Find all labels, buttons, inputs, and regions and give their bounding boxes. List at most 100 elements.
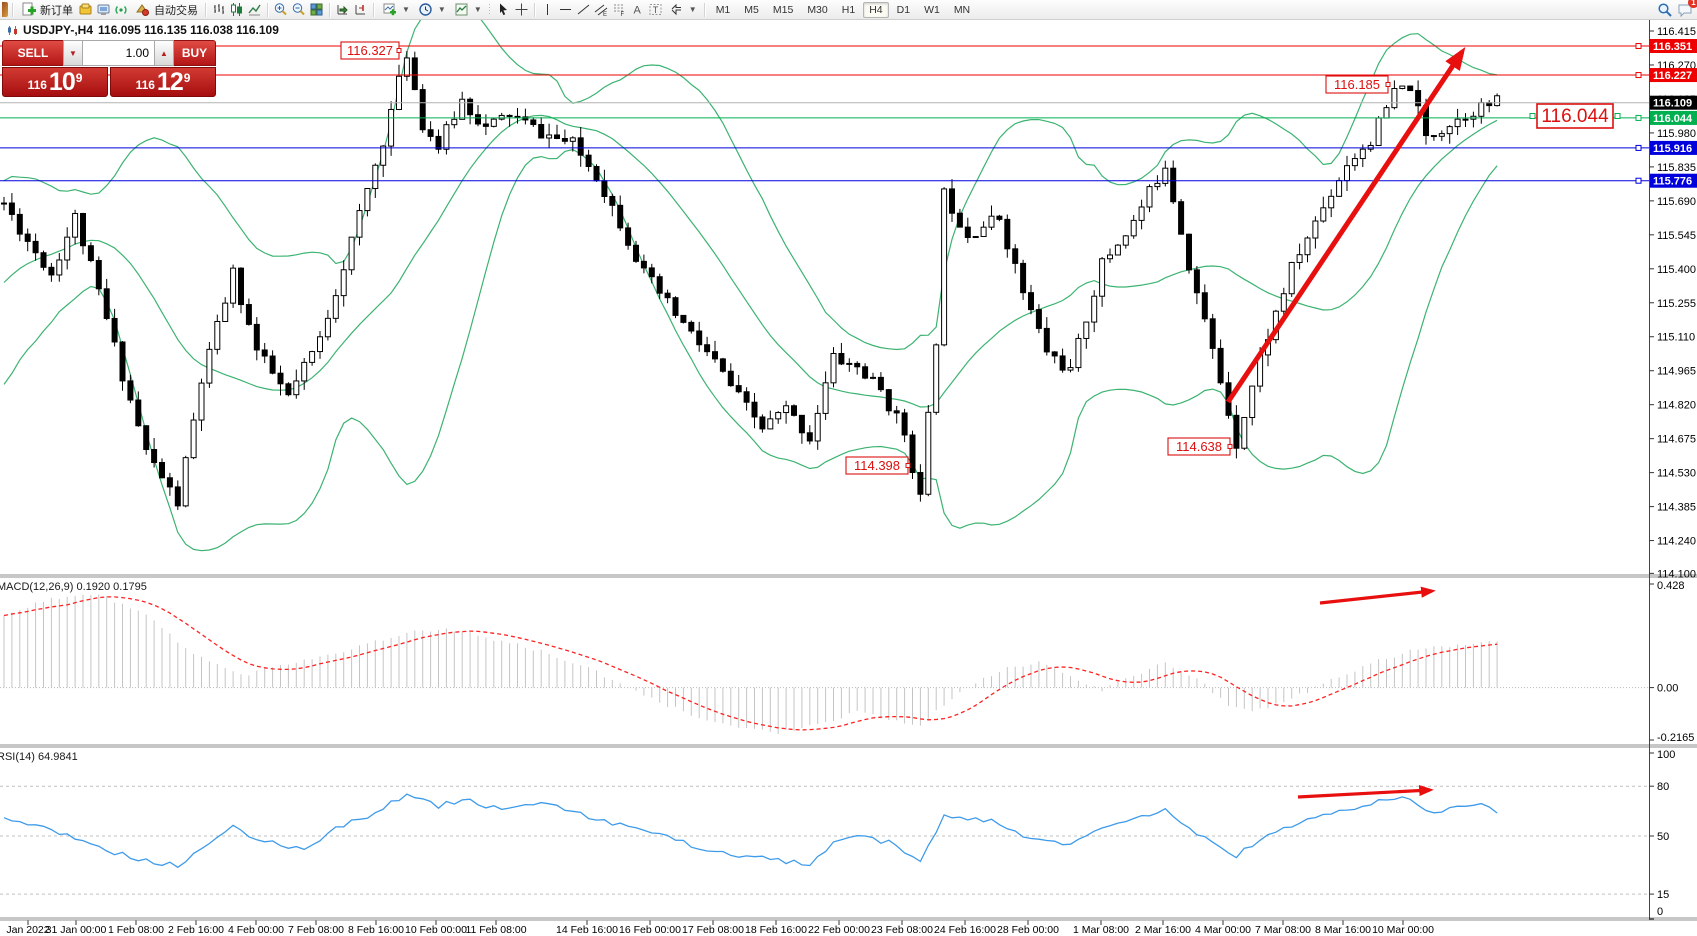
toolbar: 新订单 自动交易 — [0, 0, 1697, 20]
svg-text:8 Feb 16:00: 8 Feb 16:00 — [348, 924, 404, 936]
templates-button[interactable]: ▼ — [450, 1, 485, 18]
trend-arrow-main — [1225, 47, 1466, 404]
svg-text:E: E — [603, 12, 607, 17]
template-icon — [453, 1, 470, 18]
svg-text:8 Mar 16:00: 8 Mar 16:00 — [1315, 924, 1371, 936]
sell-button[interactable]: SELL — [2, 40, 63, 66]
svg-text:116.351: 116.351 — [1653, 41, 1692, 53]
chart-header: USDJPY-,H4 116.095 116.135 116.038 116.1… — [7, 23, 279, 37]
symbol-icon — [8, 25, 17, 35]
svg-text:116.044: 116.044 — [1653, 113, 1693, 125]
rsi-panel — [0, 785, 1649, 895]
trend-arrow-macd — [1319, 586, 1436, 605]
svg-text:31 Jan 00:00: 31 Jan 00:00 — [46, 924, 107, 936]
dropdown-caret: ▼ — [437, 5, 446, 14]
cursor-icon[interactable] — [495, 1, 512, 18]
svg-text:115.690: 115.690 — [1657, 196, 1696, 208]
svg-text:114.530: 114.530 — [1657, 468, 1696, 480]
crosshair-icon[interactable] — [513, 1, 530, 18]
toolbar-separator — [267, 2, 268, 17]
toolbar-separator — [12, 2, 13, 17]
zoom-out-icon[interactable] — [290, 1, 307, 18]
svg-text:115.776: 115.776 — [1653, 176, 1692, 188]
arrows-tool-button[interactable]: ▼ — [665, 1, 700, 18]
volume-input[interactable] — [83, 40, 154, 66]
macd-histogram — [0, 594, 1649, 734]
timeframe-H1[interactable]: H1 — [841, 3, 856, 16]
candlesticks — [1, 50, 1501, 510]
svg-text:16 Feb 00:00: 16 Feb 00:00 — [619, 924, 681, 936]
volume-increase-button[interactable]: ▲ — [154, 40, 174, 66]
svg-text:10 Mar 00:00: 10 Mar 00:00 — [1372, 924, 1434, 936]
svg-text:T: T — [652, 5, 658, 15]
rsi-label: RSI(14) 64.9841 — [0, 751, 78, 763]
data-window-icon[interactable] — [95, 1, 112, 18]
sell-price-prefix: 116 — [27, 77, 47, 92]
timeframe-MN[interactable]: MN — [953, 3, 971, 16]
svg-text:115.980: 115.980 — [1657, 128, 1696, 140]
svg-text:114.100: 114.100 — [1657, 568, 1696, 580]
clock-icon — [417, 1, 434, 18]
svg-text:114.675: 114.675 — [1657, 434, 1696, 446]
indicators-button[interactable]: ▼ — [378, 1, 413, 18]
svg-text:4 Mar 00:00: 4 Mar 00:00 — [1195, 924, 1251, 936]
vertical-line-tool-icon[interactable] — [539, 1, 556, 18]
timeframe-D1[interactable]: D1 — [896, 3, 911, 16]
timeframe-M15[interactable]: M15 — [772, 3, 794, 16]
equidistant-channel-tool-icon[interactable]: E — [593, 1, 610, 18]
dropdown-caret: ▼ — [688, 5, 697, 14]
market-watch-icon[interactable] — [77, 1, 94, 18]
text-tool-icon[interactable]: A — [629, 1, 646, 18]
trendline-tool-icon[interactable] — [575, 1, 592, 18]
zoom-in-icon[interactable] — [272, 1, 289, 18]
toolbar-separator — [533, 2, 535, 17]
svg-text:2 Mar 16:00: 2 Mar 16:00 — [1135, 924, 1191, 936]
svg-text:114.398: 114.398 — [854, 458, 900, 473]
svg-text:15: 15 — [1657, 889, 1669, 901]
svg-text:23 Feb 08:00: 23 Feb 08:00 — [871, 924, 933, 936]
timeframe-H4[interactable]: H4 — [863, 1, 889, 18]
svg-text:0.428: 0.428 — [1657, 580, 1685, 592]
svg-text:115.545: 115.545 — [1657, 230, 1696, 242]
chart-candles-icon[interactable] — [228, 1, 245, 18]
svg-text:114.820: 114.820 — [1657, 400, 1696, 412]
svg-text:24 Feb 16:00: 24 Feb 16:00 — [934, 924, 996, 936]
horizontal-line-tool-icon[interactable] — [557, 1, 574, 18]
svg-text:50: 50 — [1657, 831, 1669, 843]
timeframe-M5[interactable]: M5 — [744, 3, 759, 16]
auto-scroll-icon[interactable] — [352, 1, 369, 18]
dropdown-caret: ▼ — [473, 5, 482, 14]
svg-text:17 Feb 08:00: 17 Feb 08:00 — [682, 924, 744, 936]
autotrade-icon — [134, 1, 151, 18]
svg-text:114.240: 114.240 — [1657, 536, 1696, 548]
buy-price-button[interactable]: 116 12 9 — [110, 67, 216, 97]
volume-decrease-button[interactable]: ▼ — [63, 40, 83, 66]
text-label-tool-icon[interactable]: T — [647, 1, 664, 18]
chart-shift-icon[interactable] — [334, 1, 351, 18]
new-order-icon — [20, 1, 37, 18]
autotrade-label: 自动交易 — [154, 4, 198, 17]
search-icon[interactable] — [1656, 1, 1673, 18]
new-order-button[interactable]: 新订单 — [17, 1, 76, 18]
svg-text:116.327: 116.327 — [347, 43, 393, 58]
sell-price-button[interactable]: 116 10 9 — [2, 67, 108, 97]
timeframe-W1[interactable]: W1 — [924, 3, 940, 16]
timeframe-M1[interactable]: M1 — [715, 3, 731, 16]
timeframe-M30[interactable]: M30 — [807, 3, 828, 16]
symbol-period-label: USDJPY-,H4 — [23, 23, 94, 37]
chart-bars-icon[interactable] — [210, 1, 227, 18]
svg-text:115.255: 115.255 — [1657, 298, 1696, 310]
buy-button[interactable]: BUY — [174, 40, 216, 66]
macd-label: MACD(12,26,9) 0.1920 0.1795 — [0, 581, 147, 593]
clipped-icon — [2, 2, 8, 17]
horizontal-lines — [0, 43, 1649, 184]
chart-line-icon[interactable] — [246, 1, 263, 18]
periods-button[interactable]: ▼ — [414, 1, 449, 18]
tile-windows-icon[interactable] — [308, 1, 325, 18]
autotrade-button[interactable]: 自动交易 — [131, 1, 201, 18]
signal-icon[interactable] — [113, 1, 130, 18]
fibonacci-tool-icon[interactable]: F — [611, 1, 628, 18]
toolbar-drag-handle[interactable] — [487, 3, 492, 16]
svg-text:2 Feb 16:00: 2 Feb 16:00 — [168, 924, 224, 936]
